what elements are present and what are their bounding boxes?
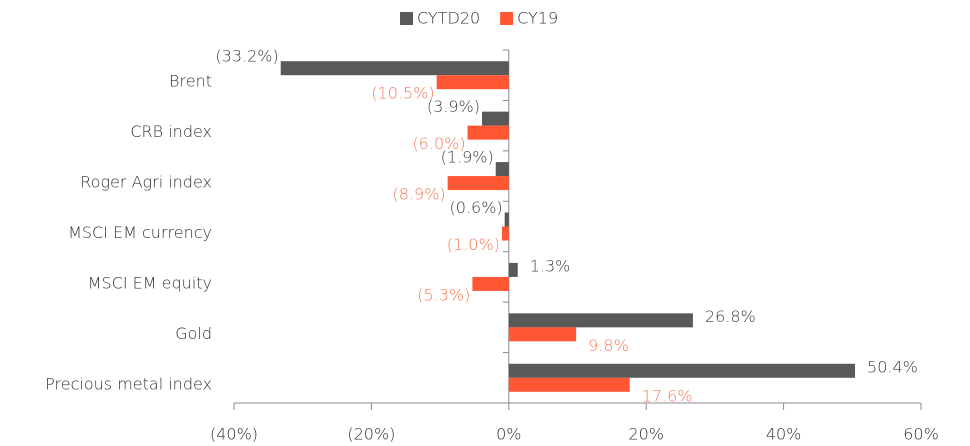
bar [495, 162, 509, 177]
x-tick-label: 20% [628, 425, 664, 444]
legend-label: CY19 [517, 9, 558, 28]
value-label: (8.9%) [393, 185, 446, 204]
value-label: 26.8% [705, 307, 756, 326]
bar [508, 363, 856, 378]
value-label: (3.9%) [427, 97, 480, 116]
bar [447, 176, 509, 191]
value-label: 50.4% [867, 357, 918, 376]
bar [508, 327, 577, 342]
bar [436, 75, 509, 90]
value-label: (5.3%) [417, 285, 470, 304]
bar [467, 125, 509, 140]
legend-label: CYTD20 [417, 9, 480, 28]
value-label: 1.3% [530, 256, 571, 275]
value-label: (1.9%) [441, 148, 494, 167]
value-label: 9.8% [588, 336, 629, 355]
category-label: MSCI EM currency [68, 223, 212, 242]
bar [504, 212, 509, 227]
bar [482, 111, 509, 126]
x-tick-label: 40% [766, 425, 802, 444]
value-label: (6.0%) [412, 134, 465, 153]
x-tick-label: 60% [903, 425, 939, 444]
bar [501, 226, 509, 241]
value-label: (10.5%) [371, 84, 434, 103]
bar [508, 313, 693, 328]
value-label: (1.0%) [447, 235, 500, 254]
bar [508, 262, 518, 277]
category-label: Precious metal index [45, 374, 212, 393]
category-label: Gold [175, 324, 212, 343]
value-label: 17.6% [642, 386, 693, 405]
x-tick-label: (20%) [347, 425, 395, 444]
bar [508, 377, 630, 392]
bar [280, 61, 509, 76]
x-tick-label: (40%) [210, 425, 258, 444]
category-label: Roger Agri index [80, 173, 212, 192]
category-label: Brent [169, 72, 212, 91]
category-label: MSCI EM equity [88, 273, 212, 292]
value-label: (0.6%) [450, 198, 503, 217]
bar [472, 276, 509, 291]
value-label: (33.2%) [215, 47, 278, 66]
x-tick-label: 0% [496, 425, 521, 444]
legend-swatch [500, 12, 514, 25]
legend-swatch [400, 12, 413, 25]
category-label: CRB index [130, 122, 212, 141]
